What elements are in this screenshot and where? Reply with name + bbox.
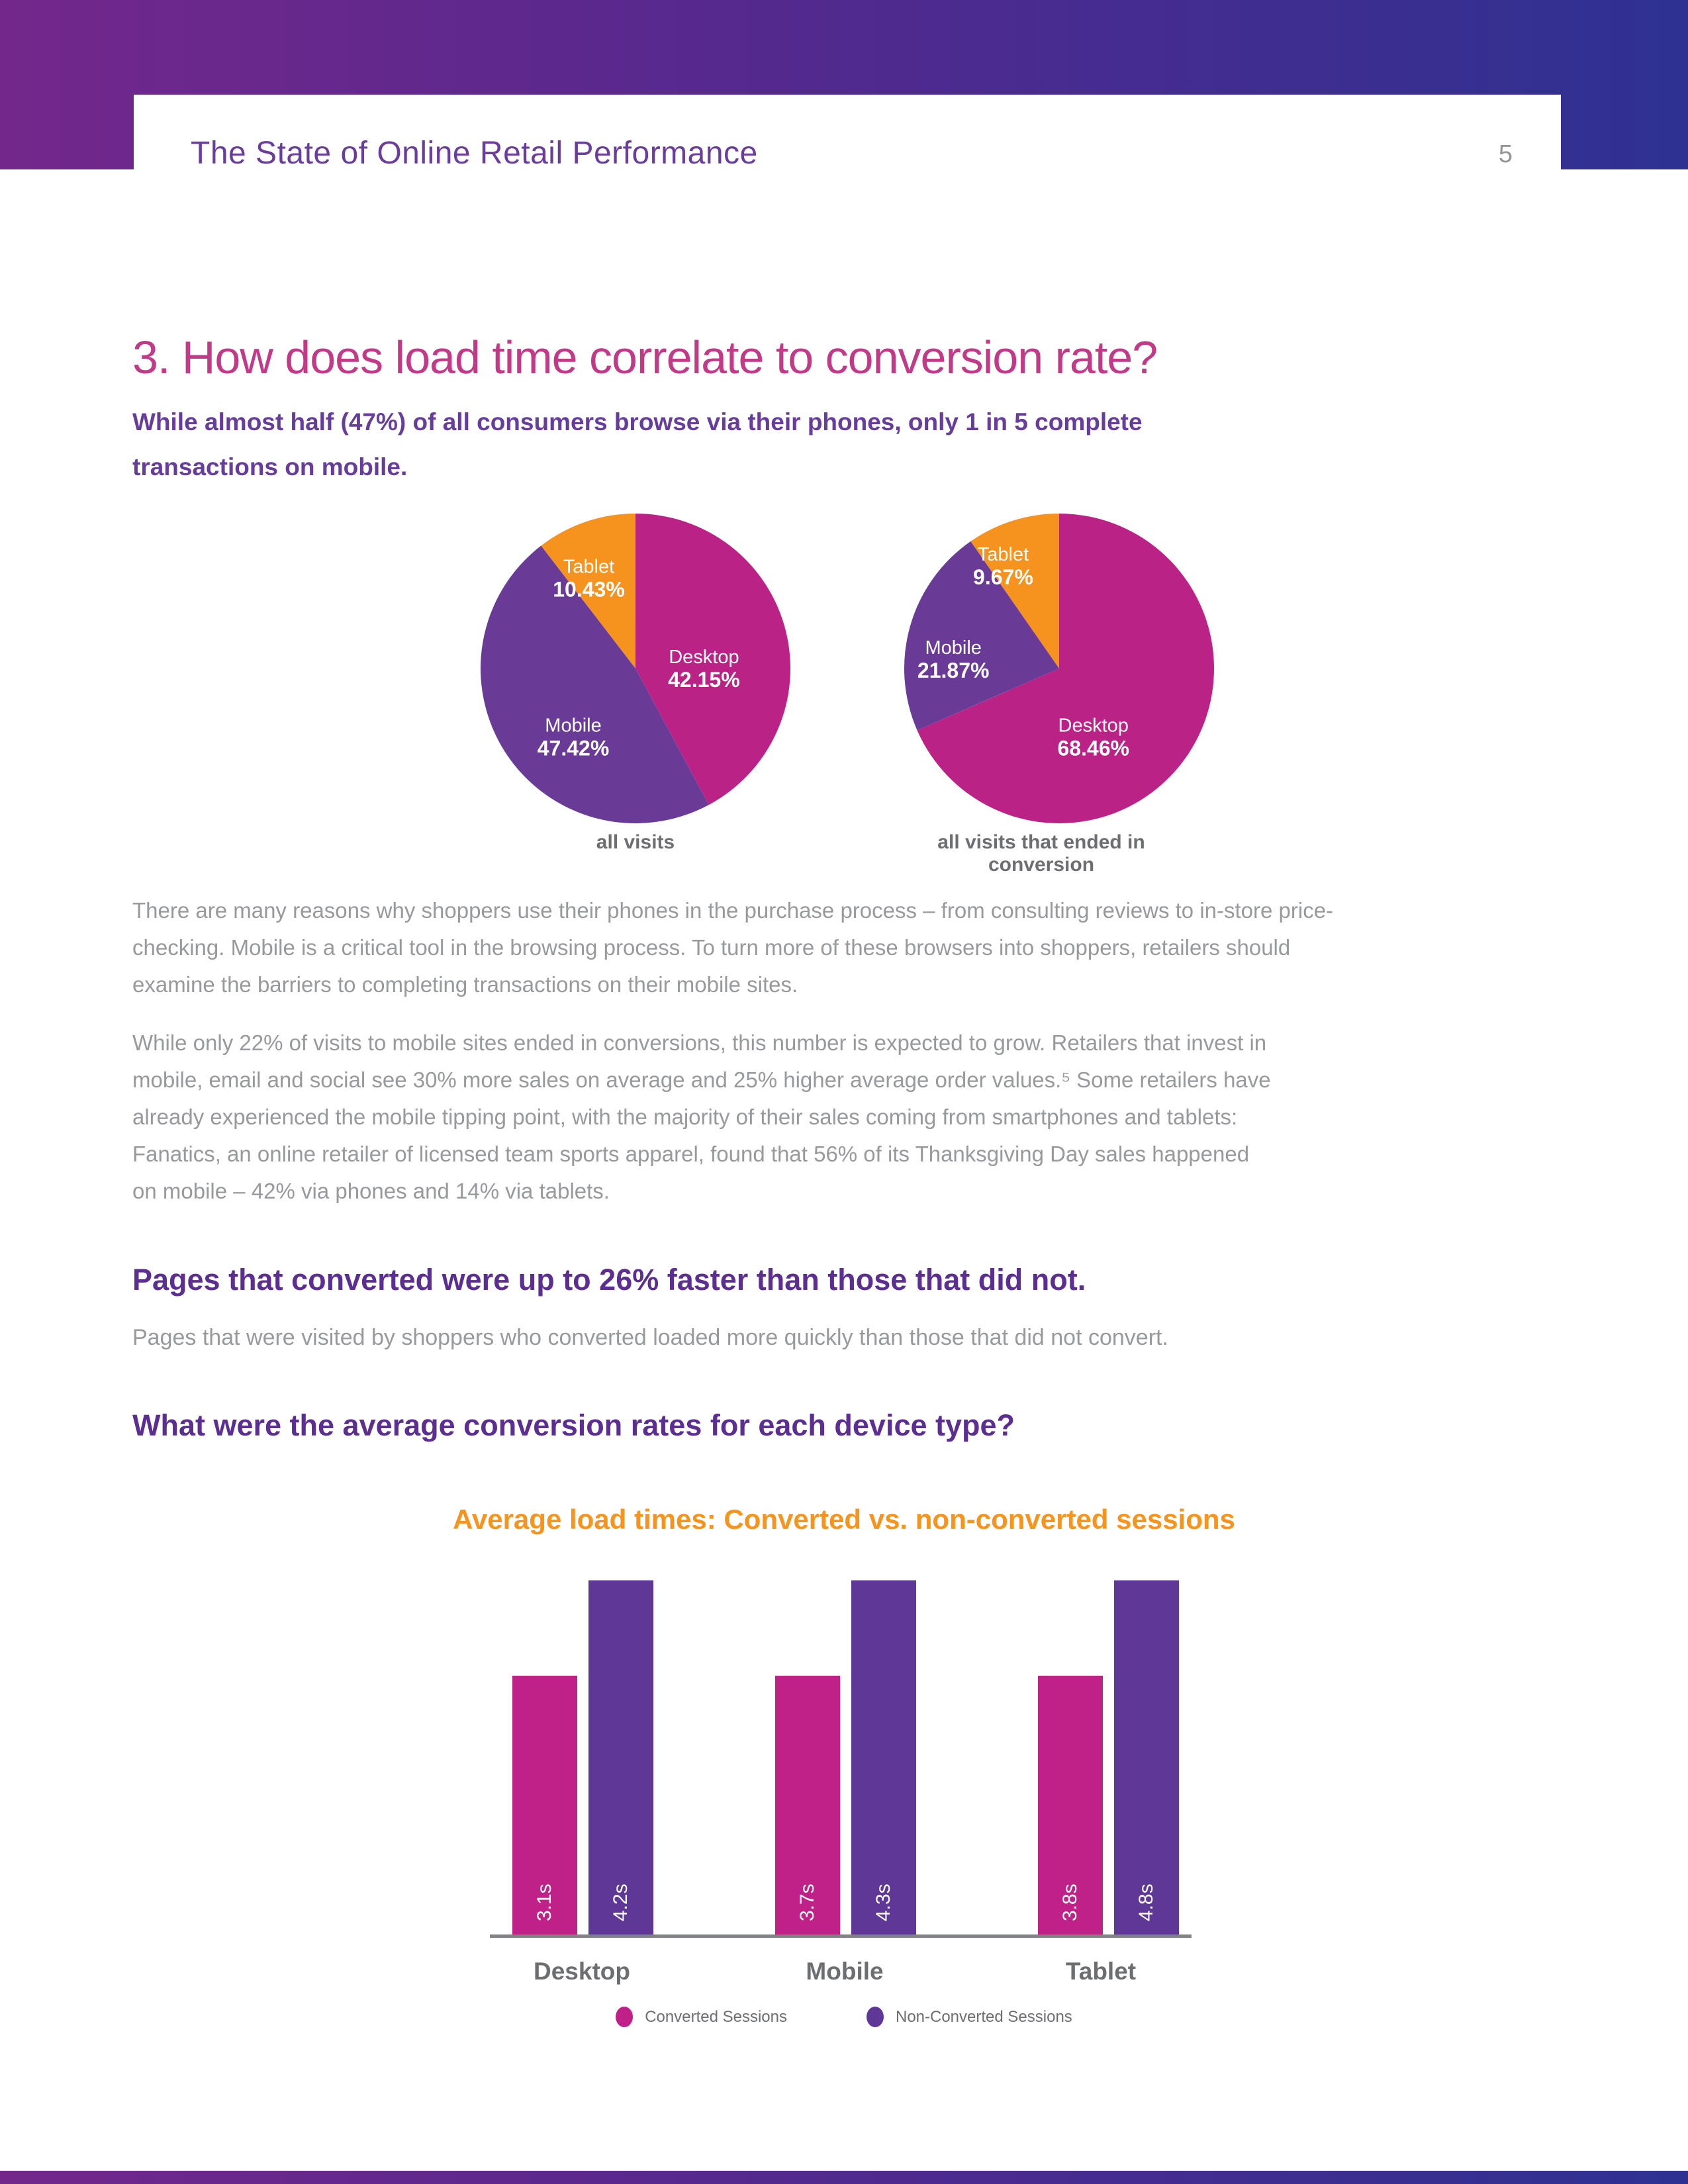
pie-slice-desktop — [635, 514, 791, 805]
legend-item-non-converted: Non-Converted Sessions — [866, 2007, 1072, 2027]
legend-label-non-converted: Non-Converted Sessions — [895, 2007, 1072, 2026]
bar-category-desktop: Desktop — [534, 1958, 630, 1985]
bar-category-tablet: Tablet — [1065, 1958, 1137, 1985]
bar-category-mobile: Mobile — [806, 1958, 884, 1985]
legend-label-converted: Converted Sessions — [645, 2007, 787, 2026]
bar-mobile-converted — [775, 1676, 840, 1936]
question-heading: What were the average conversion rates f… — [132, 1408, 1015, 1442]
bar-value-mobile-non-converted: 4.3s — [872, 1884, 894, 1921]
bar-value-desktop-non-converted: 4.2s — [610, 1884, 632, 1921]
report-header-title: The State of Online Retail Performance — [191, 136, 758, 171]
pie-slice-tablet — [541, 514, 635, 668]
bar-desktop-converted — [512, 1676, 577, 1936]
body-paragraph-2: While only 22% of visits to mobile sites… — [132, 1030, 1271, 1203]
bar-mobile-non-converted — [851, 1580, 916, 1936]
pie-value-desktop: 42.15% — [668, 668, 740, 692]
pie-slice-mobile — [904, 541, 1059, 731]
pie-value-tablet: 10.43% — [553, 578, 625, 602]
section-subtitle: While almost half (47%) of all consumers… — [132, 408, 1143, 480]
bar-chart: 3.1s 4.2s 3.7s 4.3s 3.8s 4.8s — [490, 1580, 1192, 1938]
pie-value-mobile: 47.42% — [538, 736, 610, 760]
pie-slice-tablet — [970, 514, 1059, 668]
pie-value-desktop: 68.46% — [1057, 736, 1129, 760]
bottom-banner — [0, 2171, 1688, 2184]
pie-label-desktop: Desktop — [1058, 715, 1129, 736]
pie-caption-all-visits: all visits — [596, 831, 675, 853]
bar-value-desktop-converted: 3.1s — [534, 1884, 555, 1921]
bar-value-tablet-converted: 3.8s — [1059, 1884, 1081, 1921]
pie-caption-converted-visits: all visits that ended in conversion — [937, 831, 1145, 876]
bar-value-tablet-non-converted: 4.8s — [1135, 1884, 1157, 1921]
header-card — [134, 95, 1561, 220]
pie-label-mobile: Mobile — [545, 715, 601, 736]
converted-dot-icon — [616, 2007, 633, 2027]
bar-chart-legend: Converted Sessions Non-Converted Session… — [132, 2007, 1556, 2027]
page-number: 5 — [1498, 140, 1513, 168]
section-title: 3. How does load time correlate to conve… — [132, 332, 1158, 383]
pie-value-tablet: 9.67% — [973, 565, 1033, 589]
non-converted-dot-icon — [866, 2007, 884, 2027]
bar-value-mobile-converted: 3.7s — [796, 1884, 818, 1921]
pie-label-tablet: Tablet — [978, 544, 1029, 565]
bar-chart-title: Average load times: Converted vs. non-co… — [453, 1504, 1235, 1535]
pie-label-tablet: Tablet — [563, 557, 614, 578]
bar-tablet-non-converted — [1114, 1580, 1179, 1936]
highlight-subtext: Pages that were visited by shoppers who … — [132, 1325, 1168, 1350]
pie-value-mobile: 21.87% — [917, 659, 990, 682]
highlight-heading: Pages that converted were up to 26% fast… — [132, 1263, 1086, 1297]
pie-label-mobile: Mobile — [925, 637, 981, 659]
legend-item-converted: Converted Sessions — [616, 2007, 787, 2027]
body-paragraph-1: There are many reasons why shoppers use … — [132, 898, 1334, 997]
pie-slice-desktop — [917, 514, 1215, 823]
bar-tablet-converted — [1038, 1676, 1103, 1936]
bar-chart-axis — [490, 1934, 1192, 1938]
pie-label-desktop: Desktop — [669, 647, 739, 668]
pie-slice-mobile — [480, 545, 709, 824]
bar-desktop-non-converted — [588, 1580, 653, 1936]
